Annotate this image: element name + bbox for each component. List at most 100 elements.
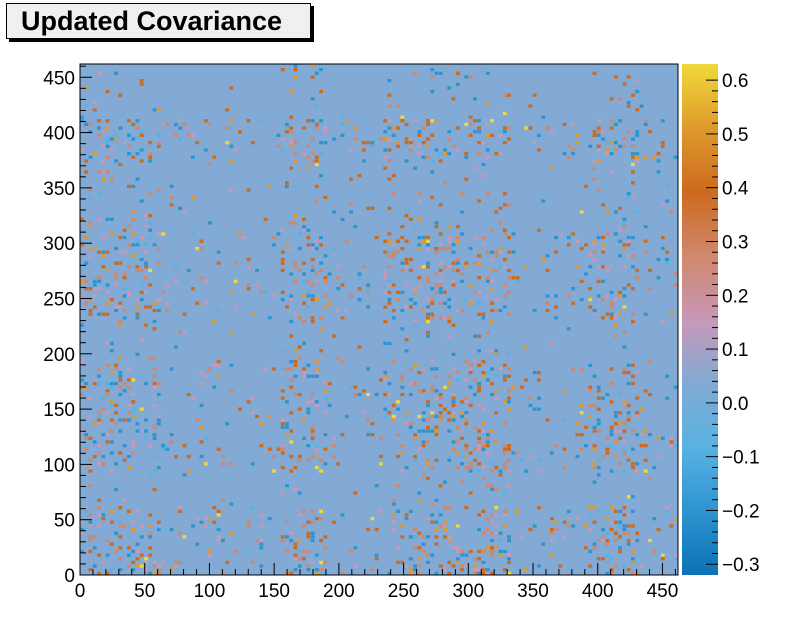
heatmap-cell <box>588 513 593 517</box>
heatmap-cell <box>626 458 631 462</box>
heatmap-cell <box>105 363 110 367</box>
heatmap-cell <box>408 509 413 513</box>
heatmap-cell <box>404 122 409 127</box>
heatmap-cell <box>80 392 84 397</box>
heatmap-cell <box>267 447 272 451</box>
heatmap-cell <box>297 564 302 568</box>
heatmap-cell <box>609 571 614 575</box>
heatmap-cell <box>152 385 157 389</box>
heatmap-cell <box>306 520 311 524</box>
heatmap-cell <box>357 276 362 280</box>
heatmap-cell <box>421 389 426 393</box>
heatmap-cell <box>84 436 89 440</box>
heatmap-cell <box>97 250 101 254</box>
heatmap-cell <box>468 122 473 127</box>
heatmap-cell <box>259 564 264 568</box>
heatmap-cell <box>626 381 631 386</box>
heatmap-cell <box>417 546 422 550</box>
heatmap-cell <box>396 144 400 148</box>
heatmap-cell <box>289 166 294 170</box>
heatmap-cell <box>408 257 413 262</box>
heatmap-cell <box>148 553 153 557</box>
heatmap-cell <box>391 527 396 532</box>
heatmap-cell <box>477 440 482 444</box>
heatmap-cell <box>135 243 140 247</box>
heatmap-cell <box>366 287 371 291</box>
heatmap-cell <box>592 480 597 484</box>
heatmap-cell <box>494 524 499 528</box>
heatmap-cell <box>302 341 306 346</box>
heatmap-cell <box>451 546 456 550</box>
heatmap-cell <box>152 381 157 386</box>
heatmap-cell <box>426 276 430 280</box>
heatmap-cell <box>319 469 324 473</box>
heatmap-cell <box>319 89 324 94</box>
heatmap-cell <box>426 119 430 123</box>
heatmap-cell <box>622 243 627 247</box>
heatmap-cell <box>426 319 430 324</box>
heatmap-cell <box>464 261 469 265</box>
heatmap-cell <box>122 141 127 145</box>
heatmap-cell <box>477 301 482 305</box>
heatmap-cell <box>92 152 97 156</box>
heatmap-cell <box>413 433 418 437</box>
heatmap-cell <box>631 137 635 141</box>
heatmap-cell <box>430 513 435 517</box>
heatmap-cell <box>562 122 567 127</box>
heatmap-cell <box>660 119 665 123</box>
heatmap-cell <box>148 141 153 145</box>
heatmap-cell <box>626 130 631 134</box>
heatmap-cell <box>613 440 618 444</box>
heatmap-cell <box>131 254 136 258</box>
heatmap-cell <box>174 560 178 565</box>
heatmap-cell <box>434 221 439 225</box>
heatmap-cell <box>156 188 161 192</box>
heatmap-cell <box>127 378 131 382</box>
heatmap-cell <box>592 243 597 247</box>
heatmap-cell <box>613 454 618 459</box>
heatmap-cell <box>306 374 311 378</box>
heatmap-cell <box>605 447 610 451</box>
heatmap-cell <box>434 429 439 433</box>
heatmap-cell <box>391 418 396 422</box>
heatmap-cell <box>507 312 511 316</box>
heatmap-cell <box>455 425 460 429</box>
heatmap-cell <box>430 502 435 506</box>
heatmap-cell <box>293 265 298 269</box>
heatmap-cell <box>460 462 465 466</box>
heatmap-cell <box>417 144 422 148</box>
heatmap-cell <box>122 235 127 240</box>
heatmap-cell <box>554 527 558 532</box>
heatmap-cell <box>545 418 550 422</box>
heatmap-cell <box>319 119 324 123</box>
heatmap-cell <box>293 542 298 546</box>
heatmap-cell <box>601 527 605 532</box>
heatmap-cell <box>161 290 166 294</box>
heatmap-cell <box>349 294 353 298</box>
heatmap-cell <box>631 549 635 554</box>
heatmap-cell <box>477 436 482 440</box>
heatmap-cell <box>434 283 439 287</box>
heatmap-cell <box>280 257 285 262</box>
heatmap-cell <box>643 239 648 243</box>
heatmap-cell <box>289 298 294 302</box>
heatmap-cell <box>494 298 499 302</box>
heatmap-cell <box>122 228 127 232</box>
heatmap-cell <box>340 433 345 437</box>
heatmap-cell <box>127 290 131 294</box>
heatmap-cell <box>665 257 670 262</box>
heatmap-cell <box>285 126 289 130</box>
heatmap-cell <box>302 418 306 422</box>
heatmap-cell <box>635 159 640 163</box>
heatmap-cell <box>144 214 148 218</box>
heatmap-cell <box>101 177 106 181</box>
heatmap-cell <box>502 126 507 130</box>
heatmap-cell <box>127 367 131 371</box>
heatmap-cell <box>101 170 106 174</box>
heatmap-cell <box>391 133 396 137</box>
heatmap-cell <box>383 290 388 294</box>
colorbar-tick-label: −0.1 <box>722 448 760 469</box>
heatmap-cell <box>306 294 311 298</box>
heatmap-cell <box>122 272 127 276</box>
heatmap-cell <box>101 312 106 316</box>
